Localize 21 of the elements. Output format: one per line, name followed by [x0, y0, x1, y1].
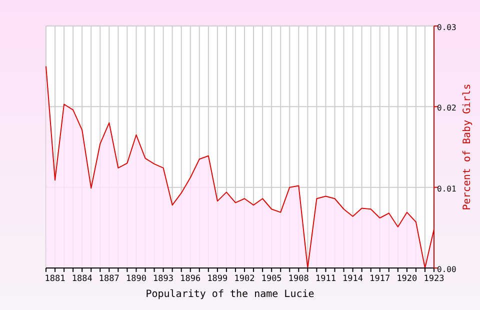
x-tick-label: 1896	[180, 274, 201, 284]
y-tick-label: 0.02	[437, 104, 456, 113]
x-tick-label: 1905	[261, 274, 282, 284]
x-tick-label: 1899	[207, 274, 228, 284]
x-tick-label: 1902	[234, 274, 255, 284]
x-tick-label: 1923	[424, 274, 444, 284]
x-tick-label: 1884	[72, 274, 92, 284]
x-tick-label: 1881	[44, 274, 66, 284]
y-tick-label: 0.03	[437, 23, 456, 32]
y-axis-title: Percent of Baby Girls	[462, 84, 473, 210]
x-tick-label: 1893	[153, 274, 174, 284]
y-tick-label: 0.01	[437, 184, 456, 194]
x-tick-label: 1911	[315, 274, 336, 284]
text: Popularity of the name Lucie	[146, 289, 314, 300]
x-tick-label: 1920	[396, 274, 418, 284]
y-tick-label: 0.00	[437, 265, 456, 274]
x-tick-label: 1914	[342, 274, 364, 284]
x-tick-label: 1908	[288, 274, 309, 284]
x-tick-label: 1890	[126, 274, 146, 284]
x-tick-label: 1917	[370, 274, 390, 284]
x-tick-label: 1887	[98, 274, 120, 284]
